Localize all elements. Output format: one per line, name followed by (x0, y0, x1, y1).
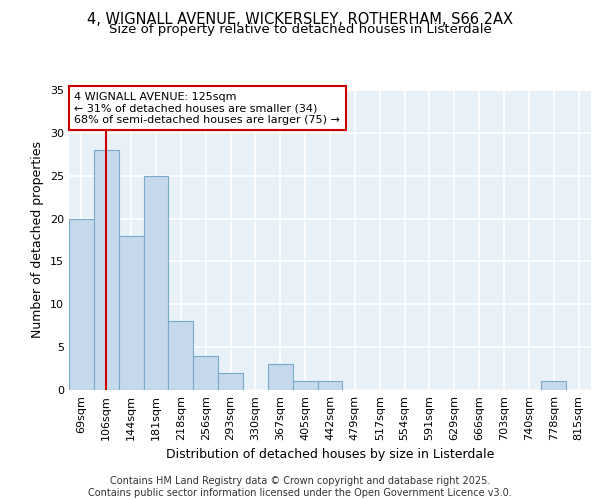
Bar (169, 322, 193, 390)
Text: 4, WIGNALL AVENUE, WICKERSLEY, ROTHERHAM, S66 2AX: 4, WIGNALL AVENUE, WICKERSLEY, ROTHERHAM… (87, 12, 513, 28)
Bar (268, 364, 293, 390)
Bar (143, 176, 169, 390)
Bar (218, 373, 243, 390)
Bar (94, 150, 119, 390)
Bar (69, 218, 94, 390)
Bar (317, 382, 343, 390)
Y-axis label: Number of detached properties: Number of detached properties (31, 142, 44, 338)
Bar (293, 382, 317, 390)
X-axis label: Distribution of detached houses by size in Listerdale: Distribution of detached houses by size … (166, 448, 494, 462)
Text: 4 WIGNALL AVENUE: 125sqm
← 31% of detached houses are smaller (34)
68% of semi-d: 4 WIGNALL AVENUE: 125sqm ← 31% of detach… (74, 92, 340, 124)
Bar (541, 382, 566, 390)
Bar (119, 236, 143, 390)
Bar (193, 356, 218, 390)
Text: Contains HM Land Registry data © Crown copyright and database right 2025.
Contai: Contains HM Land Registry data © Crown c… (88, 476, 512, 498)
Text: Size of property relative to detached houses in Listerdale: Size of property relative to detached ho… (109, 22, 491, 36)
